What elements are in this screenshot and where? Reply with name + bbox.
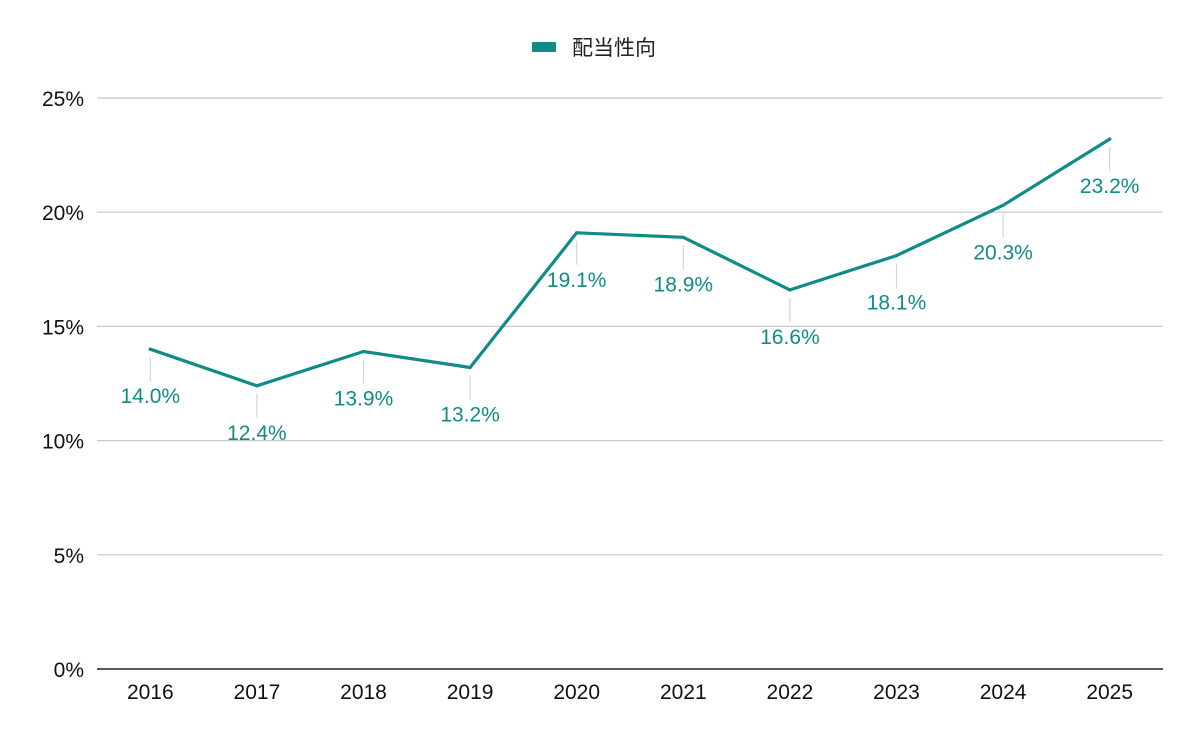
data-point xyxy=(1108,137,1112,141)
x-tick-label: 2025 xyxy=(1086,681,1133,704)
data-labels: 14.0% 12.4% 13.9% 13.2% 19.1% 18.9% 16.6% 18.1%… xyxy=(121,175,1140,445)
data-point xyxy=(575,231,579,235)
y-tick-label: 20% xyxy=(42,202,84,225)
data-label: 18.9% xyxy=(654,273,714,296)
data-point xyxy=(468,365,472,370)
x-axis: 2016 2017 2018 2019 2020 2021 2022 2023 2024 2025 xyxy=(97,668,1163,704)
data-label: 12.4% xyxy=(227,422,287,445)
series-line-group xyxy=(148,137,1112,388)
legend-swatch xyxy=(532,42,556,52)
data-label: 19.1% xyxy=(547,269,607,292)
data-label: 13.9% xyxy=(334,388,394,411)
data-point xyxy=(681,235,685,239)
data-point xyxy=(255,384,259,388)
y-axis: 0% 5% 10% 15% 20% 25% xyxy=(42,88,84,682)
y-tick-label: 15% xyxy=(42,316,84,339)
y-tick-label: 25% xyxy=(42,88,84,111)
x-tick-label: 2022 xyxy=(767,681,814,704)
label-leader-lines xyxy=(149,147,1111,418)
gridlines xyxy=(97,97,1163,556)
data-label: 18.1% xyxy=(867,292,927,315)
data-label: 13.2% xyxy=(440,404,500,427)
x-tick-label: 2017 xyxy=(234,681,281,704)
x-tick-label: 2018 xyxy=(340,681,387,704)
series-line xyxy=(148,137,1112,388)
x-tick-label: 2019 xyxy=(447,681,494,704)
x-tick-label: 2016 xyxy=(127,681,174,704)
x-tick-label: 2024 xyxy=(980,681,1027,704)
y-tick-label: 10% xyxy=(42,431,84,454)
x-tick-label: 2021 xyxy=(660,681,707,704)
data-point xyxy=(894,253,899,258)
y-tick-label: 5% xyxy=(54,545,84,568)
legend: 配当性向 xyxy=(532,36,656,60)
data-label: 16.6% xyxy=(760,326,820,349)
x-tick-label: 2020 xyxy=(553,681,600,704)
data-label: 14.0% xyxy=(121,385,181,408)
data-label: 20.3% xyxy=(973,241,1033,264)
data-label: 23.2% xyxy=(1080,175,1140,198)
data-point xyxy=(1001,203,1005,207)
data-point xyxy=(148,347,152,351)
x-tick-label: 2023 xyxy=(873,681,920,704)
data-point xyxy=(361,349,366,354)
y-tick-label: 0% xyxy=(54,659,84,682)
legend-label: 配当性向 xyxy=(572,36,656,60)
data-point xyxy=(788,288,792,292)
